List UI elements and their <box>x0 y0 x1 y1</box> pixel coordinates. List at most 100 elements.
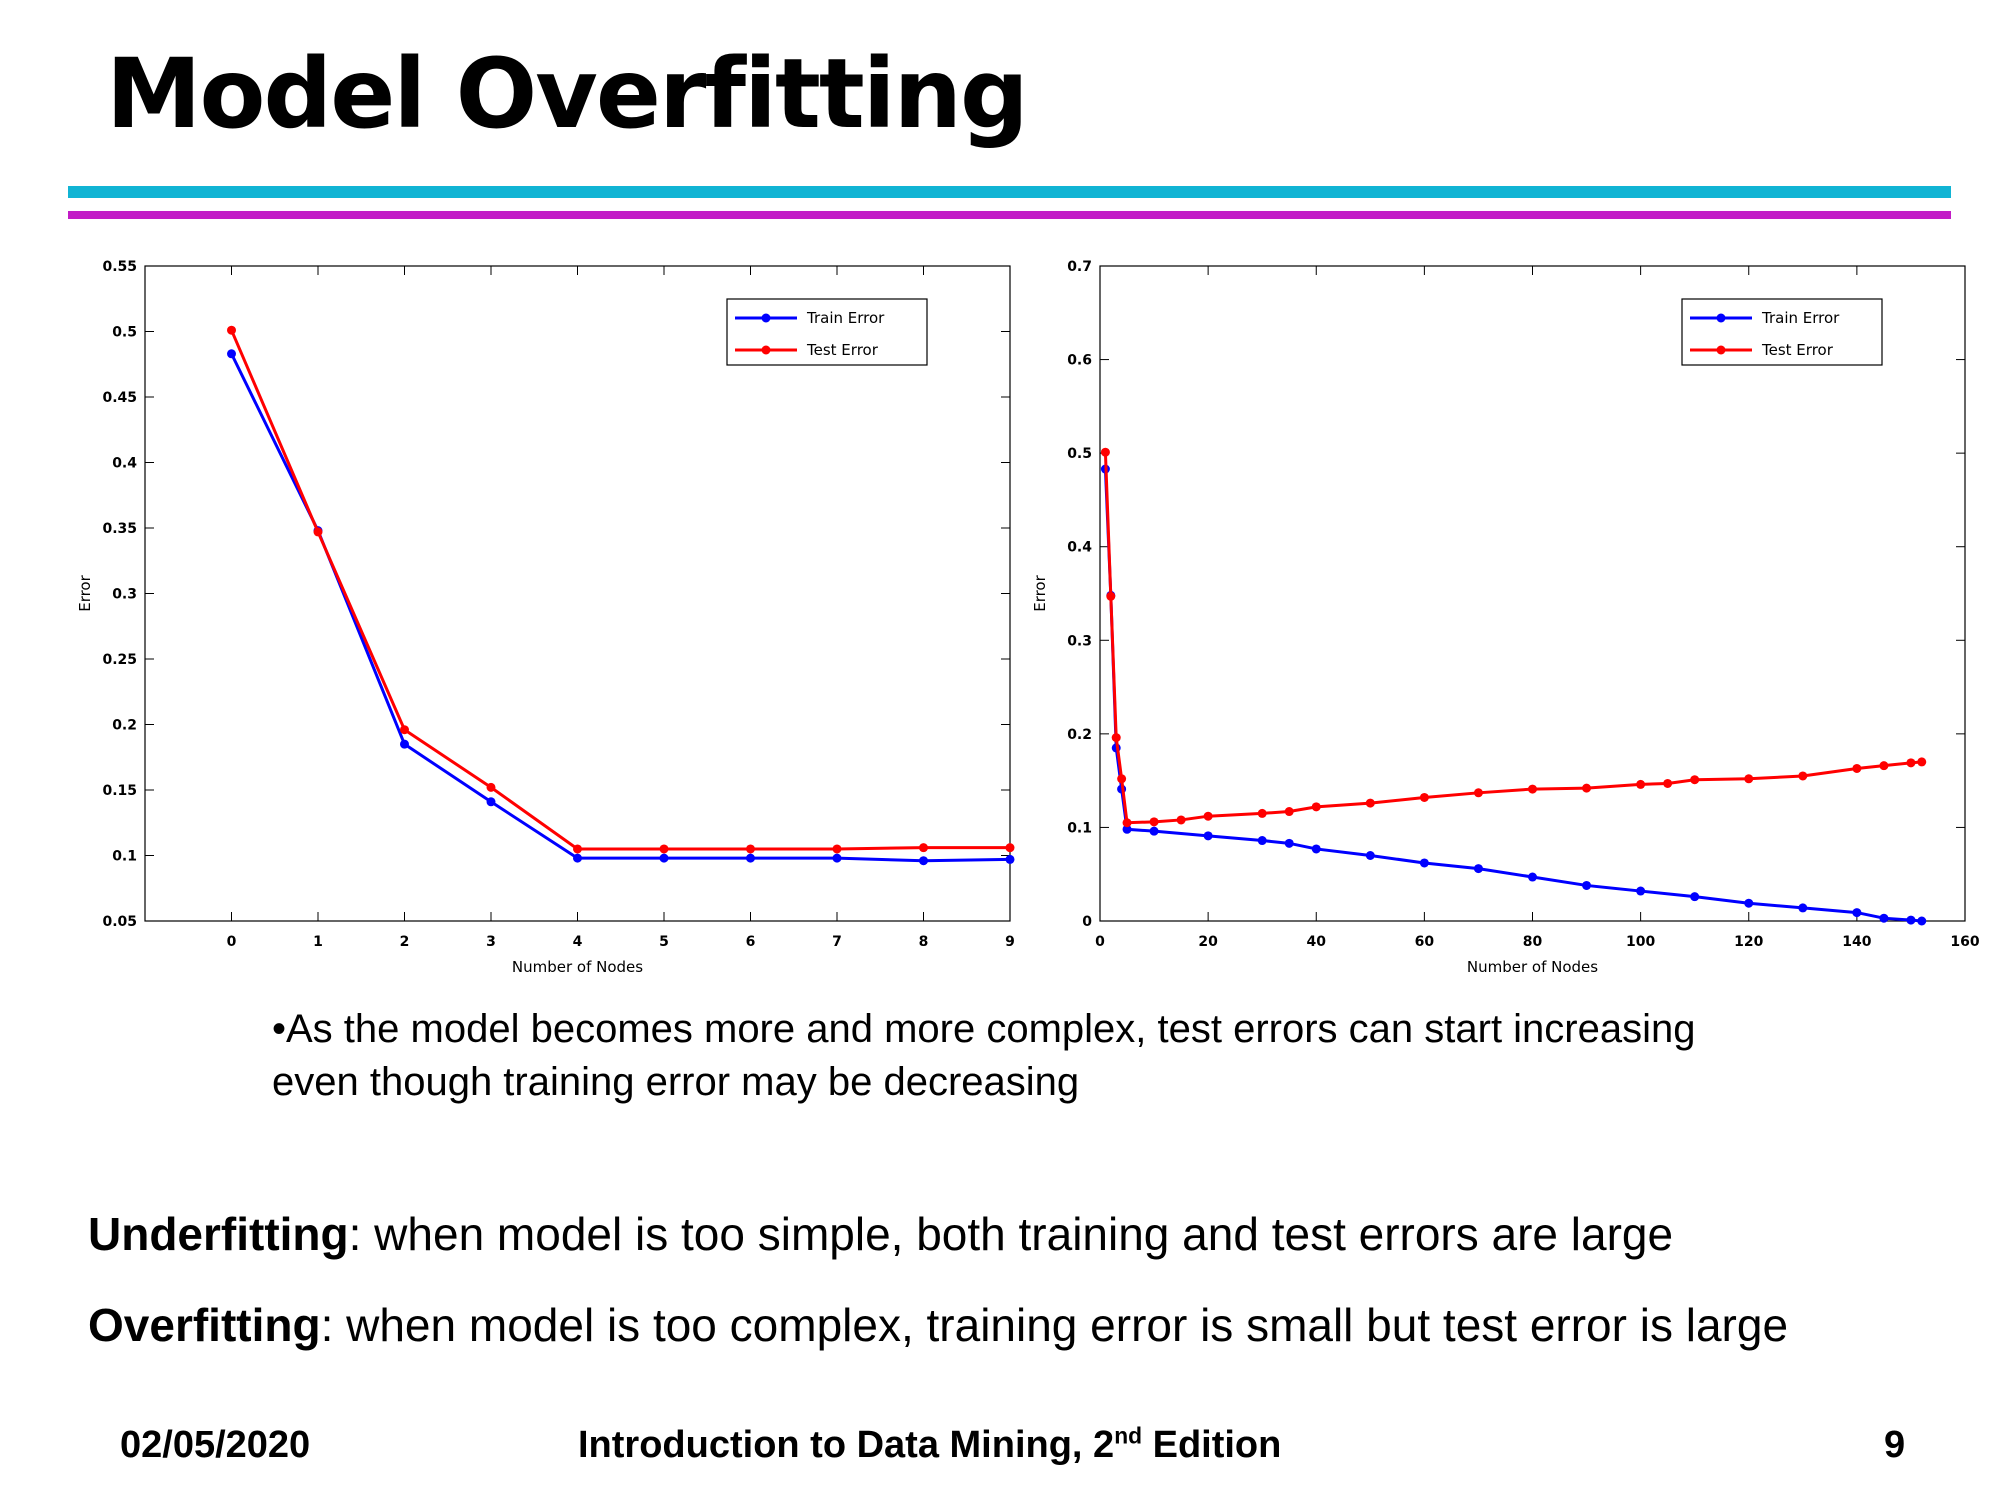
x-tick-label: 5 <box>659 934 669 950</box>
legend-box <box>726 298 928 366</box>
data-point-test <box>1473 788 1483 798</box>
overfitting-definition: Overfitting: when model is too complex, … <box>88 1298 1788 1352</box>
y-tick-label: 0.5 <box>112 325 137 341</box>
data-point-train <box>1906 915 1916 925</box>
x-tick-label: 6 <box>746 934 756 950</box>
legend-label: Train Error <box>1761 309 1840 327</box>
x-tick-label: 9 <box>1005 934 1015 950</box>
data-point-train <box>227 349 236 359</box>
data-point-test <box>1149 817 1159 827</box>
data-point-train <box>1122 824 1132 834</box>
footer-course-title: Introduction to Data Mining, 2nd Edition <box>578 1424 1281 1467</box>
data-point-train <box>1917 916 1927 926</box>
data-point-train <box>1879 913 1889 923</box>
data-point-train <box>832 853 842 863</box>
x-tick-label: 100 <box>1626 934 1655 950</box>
data-point-test <box>659 844 669 854</box>
data-point-test <box>1365 798 1375 808</box>
data-point-test <box>1663 778 1673 788</box>
y-tick-label: 0.15 <box>102 783 137 799</box>
data-point-train <box>1852 908 1862 918</box>
legend-label: Train Error <box>806 309 885 327</box>
data-point-train <box>1690 892 1700 902</box>
x-tick-label: 3 <box>486 934 496 950</box>
series-line-train <box>230 353 1011 863</box>
plot-frame <box>1099 265 1966 922</box>
y-tick-label: 0.4 <box>1067 540 1092 556</box>
data-point-test <box>746 844 755 854</box>
data-point-test <box>1917 757 1927 767</box>
plot-frame <box>144 265 1011 922</box>
data-point-test <box>1798 771 1808 781</box>
data-point-train <box>1005 854 1015 864</box>
data-point-test <box>1852 763 1862 773</box>
footer-course-suffix: Edition <box>1142 1424 1282 1466</box>
data-point-train <box>1582 880 1592 890</box>
legend-marker <box>1716 313 1726 323</box>
legend-marker <box>761 313 771 323</box>
y-tick-label: 0.35 <box>102 521 137 537</box>
underfitting-text: : when model is too simple, both trainin… <box>348 1208 1674 1260</box>
y-tick-label: 0.05 <box>102 914 137 930</box>
data-point-test <box>1582 783 1592 793</box>
legend-marker <box>761 345 771 355</box>
x-axis-label: Number of Nodes <box>1467 958 1598 976</box>
data-point-train <box>486 797 496 807</box>
data-point-test <box>1690 775 1700 785</box>
y-tick-label: 0.45 <box>102 390 137 406</box>
x-tick-label: 60 <box>1415 934 1435 950</box>
x-tick-label: 160 <box>1950 934 1979 950</box>
data-point-test <box>227 325 236 335</box>
y-tick-label: 0.5 <box>1067 446 1092 462</box>
y-axis-label: Error <box>1031 574 1049 611</box>
chart-large-tree-svg: 0 20 40 60 80 100 120 140 160 0 0.1 0.2 0.3 0.4 0.5 0.6… <box>1031 259 1980 976</box>
data-point-test <box>1419 792 1429 802</box>
x-axis-label: Number of Nodes <box>512 958 643 976</box>
y-tick-label: 0.7 <box>1067 259 1092 275</box>
data-point-test <box>832 844 842 854</box>
data-point-train <box>1311 844 1321 854</box>
data-point-test <box>573 844 582 854</box>
data-point-train <box>1744 898 1754 908</box>
magenta-divider <box>68 211 1951 219</box>
data-point-train <box>1528 872 1537 882</box>
legend-box <box>1681 298 1883 366</box>
y-tick-label: 0.25 <box>102 652 137 668</box>
overfitting-text: : when model is too complex, training er… <box>320 1299 1789 1351</box>
data-point-test <box>1879 761 1889 771</box>
y-tick-label: 0.2 <box>112 718 137 734</box>
data-point-train <box>1203 831 1213 841</box>
data-point-test <box>1744 774 1754 784</box>
y-tick-label: 0.1 <box>1067 820 1092 836</box>
data-point-train <box>1257 836 1267 846</box>
data-point-test <box>1203 811 1213 821</box>
data-point-train <box>400 739 409 749</box>
x-tick-label: 80 <box>1523 934 1543 950</box>
data-point-train <box>659 853 669 863</box>
data-point-test <box>1284 807 1294 817</box>
data-point-train <box>1419 858 1429 868</box>
data-point-train <box>1798 903 1808 913</box>
data-point-test <box>1906 758 1916 768</box>
legend-label: Test Error <box>1761 341 1834 359</box>
bullet-point: •As the model becomes more and more comp… <box>272 1007 1696 1104</box>
data-point-test <box>1122 818 1132 828</box>
y-tick-label: 0.4 <box>112 456 137 472</box>
x-tick-label: 0 <box>227 934 237 950</box>
y-tick-label: 0.3 <box>1067 633 1092 649</box>
y-tick-label: 0 <box>1082 914 1092 930</box>
data-point-test <box>313 527 323 537</box>
data-point-test <box>1257 808 1267 818</box>
underfitting-term: Underfitting <box>88 1208 349 1260</box>
x-tick-label: 40 <box>1307 934 1327 950</box>
y-tick-label: 0.55 <box>102 259 137 275</box>
chart-small-tree: 0 1 2 3 4 5 6 7 8 9 0.05 0.1 0.15 0.2 0.25 0.3 0.35 0.4 0.… <box>60 248 1020 993</box>
x-tick-label: 7 <box>832 934 842 950</box>
x-tick-label: 20 <box>1198 934 1218 950</box>
overfitting-term: Overfitting <box>88 1299 321 1351</box>
y-tick-label: 0.3 <box>112 587 137 603</box>
data-point-test <box>486 782 496 792</box>
y-tick-label: 0.2 <box>1067 727 1092 743</box>
data-point-test <box>1111 733 1121 743</box>
y-axis-label: Error <box>76 574 94 611</box>
